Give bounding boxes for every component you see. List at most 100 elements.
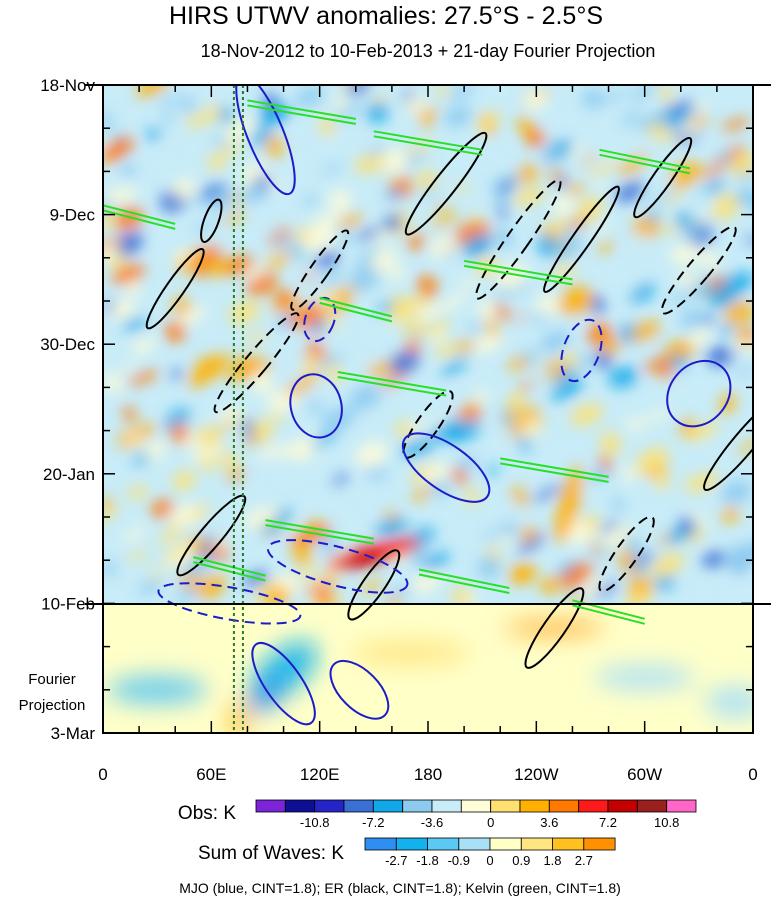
obs-texture-blob [206,104,223,121]
obs-texture-blob [596,241,615,252]
wave-contour [176,494,247,577]
obs-texture-blob [407,234,425,251]
obs-texture-blob [245,266,262,280]
obs-texture-blob [218,406,242,423]
obs-texture-blob [216,90,237,104]
obs-texture-blob [465,594,478,604]
colorbar-tick-label: 7.2 [599,815,617,830]
obs-texture-blob [103,496,112,512]
obs-texture-blob [484,533,497,541]
obs-texture-blob [321,406,356,432]
obs-texture-blob [315,588,331,604]
obs-texture-blob [285,374,318,397]
obs-texture-blob [337,213,363,229]
obs-texture-blob [417,108,438,120]
obs-texture-blob [286,436,321,461]
colorbar-tick-label: 0 [486,853,493,868]
obs-texture-blob [517,116,533,135]
obs-texture-blob [637,113,667,131]
obs-texture-blob [264,251,293,269]
obs-texture-blob [181,97,196,113]
obs-texture-blob [318,117,336,137]
dotted-longitude-lines [232,85,244,733]
obs-texture-blob [275,233,288,249]
obs-texture-blob [386,595,402,604]
obs-texture-blob [383,149,408,173]
obs-texture-blob [477,555,501,580]
obs-texture-blob [111,264,145,285]
obs-texture-blob [198,184,227,199]
colorbar-swatch [314,799,345,813]
obs-texture-blob [653,575,676,591]
obs-texture-blob [666,290,698,302]
colorbar-tick-label: 0.9 [512,853,530,868]
obs-texture-blob [702,314,714,326]
obs-texture-blob [164,407,193,431]
obs-texture-blob [178,306,206,326]
x-tick-label: 0 [748,765,757,784]
obs-texture-blob [224,255,254,275]
kelvin-contour [247,99,356,120]
projection-blob [594,665,695,690]
obs-texture-blob [361,579,383,595]
obs-texture-blob [727,346,753,372]
obs-texture-blob [114,206,143,231]
obs-feature-blob [337,552,393,568]
obs-texture-blob [652,471,670,489]
obs-texture-blob [744,222,753,237]
obs-texture-blob [721,507,740,523]
obs-texture-blob [121,161,136,178]
colorbar-swatch [583,837,616,851]
obs-texture-blob [503,410,534,423]
kelvin-contour [193,556,266,577]
obs-texture-blob [145,127,158,141]
obs-texture-blob [619,109,643,126]
obs-texture-blob [206,353,235,371]
obs-texture-blob [485,465,500,475]
y-axis-labels: 18-Nov 9-Dec 30-Dec 20-Jan 10-Feb 3-Mar [40,76,95,743]
obs-texture-blob [581,154,599,165]
obs-texture-blob [157,530,180,544]
obs-texture-blob [206,158,227,170]
wave-contour [235,85,296,196]
obs-texture-blob [540,329,571,353]
obs-texture-blob [269,412,284,424]
x-tick-label: 60E [196,765,226,784]
obs-texture-blob [172,178,196,200]
obs-texture-blob [611,496,625,512]
obs-texture-blob [345,356,377,377]
colorbar-tick-label: 3.6 [540,815,558,830]
obs-texture-blob [594,91,628,106]
obs-texture-blob [349,264,381,292]
obs-texture-blob [608,366,638,388]
obs-texture-blob [301,195,319,206]
obs-texture-blob [375,517,408,537]
obs-texture-blob [670,242,700,265]
obs-texture-blob [302,576,337,594]
obs-texture-blob [401,151,427,168]
obs-texture-blob [730,153,753,176]
obs-texture-blob [296,563,317,580]
kelvin-contour [373,135,483,156]
obs-texture-blob [562,350,579,369]
obs-texture-blob [411,486,435,502]
obs-texture-blob [455,339,475,354]
colorbar-swatch [395,837,428,851]
obs-texture-blob [193,220,216,232]
kelvin-contour [247,104,356,125]
obs-texture-blob [103,243,119,261]
wave-contour [402,390,454,459]
colorbar-swatch [372,799,403,813]
colorbar-swatch [636,799,667,813]
obs-texture-blob [691,100,708,111]
obs-texture-blob [474,389,489,403]
kelvin-contour [418,568,510,589]
obs-texture-blob [650,552,685,578]
obs-texture-blob [227,357,262,382]
projection-field [103,604,753,733]
obs-texture-blob [536,294,560,316]
obs-texture-blob [121,317,147,331]
obs-texture-blob [418,295,430,309]
obs-texture-blob [721,272,753,294]
obs-texture-blob [250,127,273,146]
